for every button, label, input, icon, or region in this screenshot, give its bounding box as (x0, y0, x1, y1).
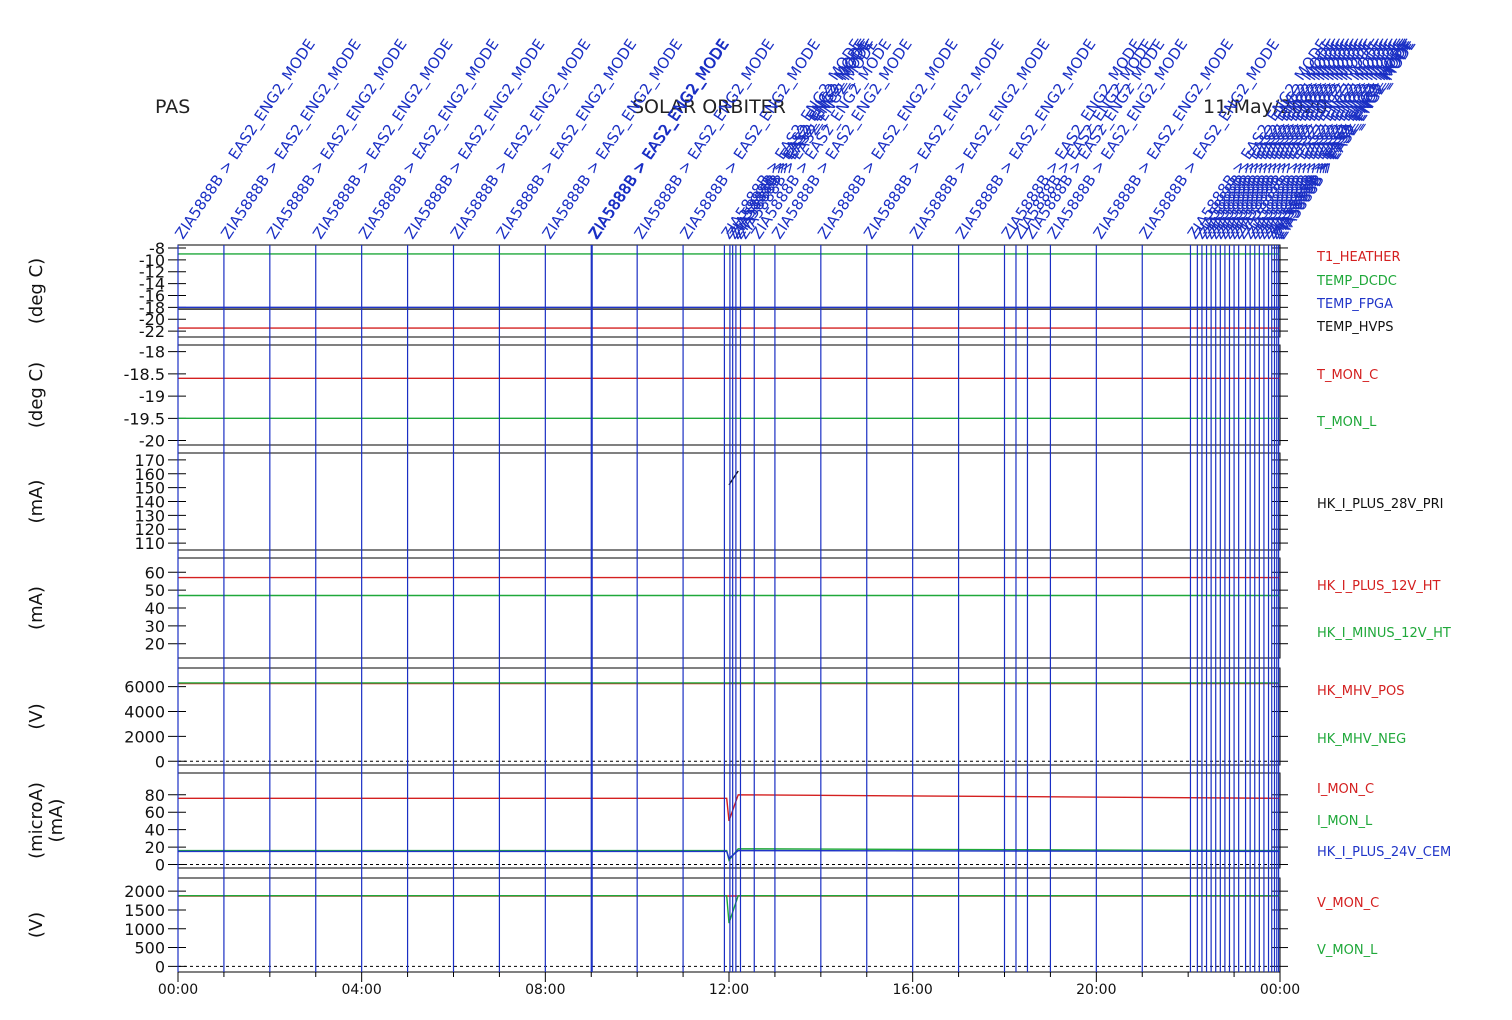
y-tick-label: 2000 (124, 882, 165, 901)
y-tick-label: -19.5 (124, 409, 165, 428)
header-left: PAS (155, 96, 191, 118)
y-tick-label: 20 (145, 635, 165, 654)
panel-frame (177, 344, 1281, 446)
y-tick-label: 40 (145, 821, 165, 840)
y-tick-label: 30 (145, 617, 165, 636)
y-tick-label: 0 (155, 957, 165, 976)
panel-frame (177, 877, 1281, 973)
legend-i-mon-l: I_MON_L (1317, 814, 1373, 829)
y-tick-label: -20 (139, 310, 165, 329)
legend-t-mon-c: T_MON_C (1316, 368, 1378, 383)
y-axis-label: (V) (26, 912, 47, 938)
y-tick-label: -18.5 (124, 365, 165, 384)
y-axis-label-2: (mA) (46, 799, 67, 843)
legend-t-mon-l: T_MON_L (1316, 415, 1377, 430)
series-i-mon-l (178, 848, 1281, 862)
y-tick-label: -14 (139, 275, 165, 294)
y-tick-label: -22 (139, 322, 165, 341)
panel-frame (177, 452, 1281, 551)
x-tick-label: 00:00 (1260, 982, 1300, 998)
y-tick-label: 1000 (124, 920, 165, 939)
x-tick-label: 08:00 (525, 982, 565, 998)
y-tick-label: 150 (134, 479, 165, 498)
panel-2: -18 -18.5 -19 -19.5 -20 (deg C) T_MON_C T_MON_L (26, 343, 1378, 451)
y-tick-label: 140 (134, 493, 165, 512)
legend-hk-i-plus-24v-cem: HK_I_PLUS_24V_CEM (1317, 845, 1451, 860)
legend-hk-mhv-pos: HK_MHV_POS (1317, 684, 1405, 699)
y-axis-label: (V) (26, 703, 47, 729)
series-v-mon-l (178, 895, 1280, 924)
panels: -8-10-12-14-16-18-20-22(deg C)T1_HEATHER… (26, 239, 1451, 976)
y-tick-label: 110 (134, 534, 165, 553)
panel-frame (177, 244, 1281, 338)
y-tick-label: 1500 (124, 901, 165, 920)
y-tick-label: 60 (145, 803, 165, 822)
y-tick-label: 0 (155, 856, 165, 875)
panel-frame (177, 557, 1281, 659)
y-tick-label: -8 (149, 239, 165, 258)
legend-v-mon-c: V_MON_C (1317, 896, 1379, 911)
y-tick-label: 50 (145, 581, 165, 600)
legend-i-mon-c: I_MON_C (1317, 782, 1374, 797)
y-axis-label: (deg C) (26, 258, 47, 324)
y-tick-label: 40 (145, 599, 165, 618)
y-axis-label: (deg C) (26, 362, 47, 428)
y-axis-label: (microA) (26, 782, 47, 859)
y-tick-label: 500 (134, 939, 165, 958)
y-axis-label: (mA) (26, 480, 47, 524)
event-label: ZIA5888B > EAS2_ENG2_MODE (1021, 36, 1169, 243)
y-tick-label: 20 (145, 838, 165, 857)
y-tick-label: -18 (139, 298, 165, 317)
legend-t1-heather: T1_HEATHER (1316, 250, 1401, 265)
legend-temp-hvps: TEMP_HVPS (1316, 320, 1393, 335)
legend-hk-i-minus-12v-ht: HK_I_MINUS_12V_HT (1317, 626, 1451, 641)
y-tick-label: 130 (134, 506, 165, 525)
y-tick-label: -16 (139, 286, 165, 305)
header-center: SOLAR ORBITER (632, 96, 786, 118)
y-tick-label: 60 (145, 563, 165, 582)
legend-hk-i-plus-12v-ht: HK_I_PLUS_12V_HT (1317, 579, 1441, 594)
y-tick-label: 80 (145, 786, 165, 805)
y-tick-label: -19 (139, 387, 165, 406)
y-axis-label: (mA) (26, 586, 47, 630)
panel-1: -8-10-12-14-16-18-20-22 (deg C) T1_HEATHER… (26, 239, 1401, 341)
y-tick-label: -18 (139, 343, 165, 362)
x-tick-label: 00:00 (158, 982, 198, 998)
y-tick-label: 160 (134, 465, 165, 484)
series-i-mon-c (178, 794, 1281, 822)
x-axis: 00:00 04:00 08:00 12:00 16:00 20:00 00:00 (158, 972, 1300, 998)
y-tick-label: -20 (139, 432, 165, 451)
header-right: 11/May/2020 (1203, 96, 1328, 118)
legend-hk-i-plus-28v-pri: HK_I_PLUS_28V_PRI (1317, 497, 1443, 512)
panel-5: 6000 4000 2000 0 (V) HK_MHV_POS HK_MHV_NEG (26, 667, 1406, 771)
legend-temp-dcdc: TEMP_DCDC (1316, 274, 1397, 289)
event-lines (177, 245, 1280, 972)
y-tick-label: 4000 (124, 703, 165, 722)
y-tick-label: -10 (139, 251, 165, 270)
series-hk-i-plus-24v-cem (178, 849, 1281, 860)
legend-hk-mhv-neg: HK_MHV_NEG (1317, 732, 1406, 747)
legend-temp-fpga: TEMP_FPGA (1316, 297, 1393, 312)
series-hk-i-plus-28v-pri (728, 470, 739, 486)
y-tick-label: -12 (139, 263, 165, 282)
x-tick-label: 12:00 (709, 982, 749, 998)
legend-v-mon-l: V_MON_L (1317, 943, 1378, 958)
y-tick-label: 6000 (124, 678, 165, 697)
y-tick-label: 2000 (124, 727, 165, 746)
y-tick-label: 0 (155, 752, 165, 771)
x-tick-label: 16:00 (892, 982, 932, 998)
y-tick-label: 120 (134, 520, 165, 539)
y-tick-label: 170 (134, 451, 165, 470)
x-tick-label: 20:00 (1076, 982, 1116, 998)
x-tick-label: 04:00 (341, 982, 381, 998)
